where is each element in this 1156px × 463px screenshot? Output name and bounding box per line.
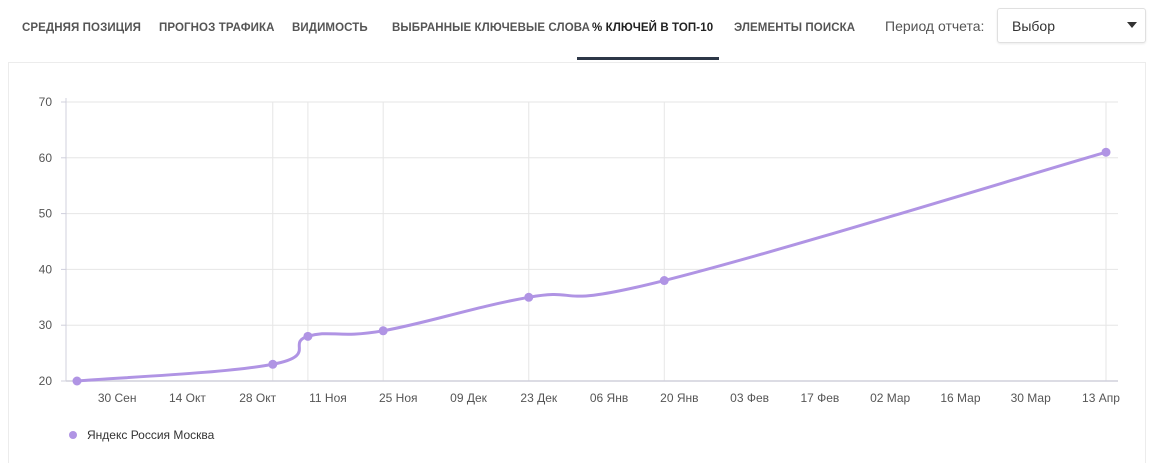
- legend-marker: [69, 431, 77, 439]
- report-period-label: Период отчета:: [885, 18, 985, 34]
- tab-search-elements[interactable]: ЭЛЕМЕНТЫ ПОИСКА: [734, 22, 856, 34]
- tab-traffic-forecast[interactable]: ПРОГНОЗ ТРАФИКА: [159, 22, 275, 34]
- tab-visibility[interactable]: ВИДИМОСТЬ: [292, 22, 368, 34]
- legend-label: Яндекс Россия Москва: [87, 428, 215, 442]
- report-period-select[interactable]: Выбор: [997, 8, 1146, 43]
- chevron-down-icon: [1127, 22, 1137, 28]
- chart-card: [8, 62, 1146, 463]
- tab-top10-keywords-percent[interactable]: % КЛЮЧЕЙ В ТОП-10: [592, 22, 714, 34]
- tab-selected-keywords[interactable]: ВЫБРАННЫЕ КЛЮЧЕВЫЕ СЛОВА: [392, 22, 590, 34]
- report-period-value: Выбор: [1012, 18, 1055, 34]
- active-tab-indicator: [577, 57, 719, 60]
- report-tabs: СРЕДНЯЯ ПОЗИЦИЯ ПРОГНОЗ ТРАФИКА ВИДИМОСТ…: [0, 0, 1156, 60]
- tab-average-position[interactable]: СРЕДНЯЯ ПОЗИЦИЯ: [22, 22, 141, 34]
